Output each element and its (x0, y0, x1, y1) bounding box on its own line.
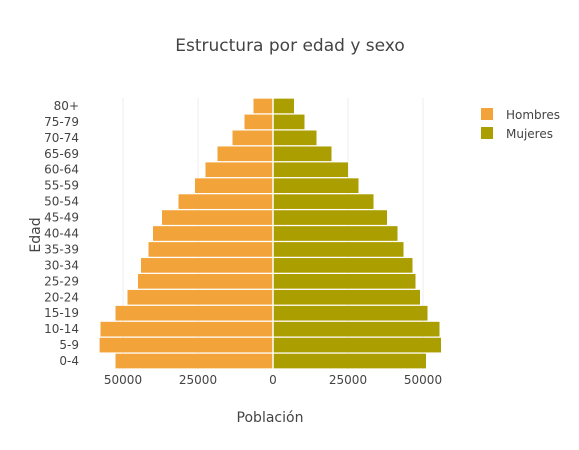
y-tick-label: 50-54 (44, 195, 79, 209)
y-tick-label: 55-59 (44, 179, 79, 193)
bar-mujeres-50-54 (273, 194, 374, 209)
bar-mujeres-75-79 (273, 114, 305, 130)
bar-hombres-60-64 (205, 162, 273, 178)
y-tick-label: 30-34 (44, 258, 79, 272)
y-tick-label: 15-19 (44, 306, 79, 320)
bar-hombres-70-74 (232, 130, 273, 146)
bar-mujeres-80+ (273, 98, 294, 114)
legend-label-mujeres[interactable]: Mujeres (506, 127, 553, 141)
bar-hombres-50-54 (178, 194, 273, 209)
bar-hombres-0-4 (115, 353, 273, 369)
bar-hombres-55-59 (195, 178, 273, 194)
bar-hombres-10-14 (100, 321, 273, 337)
legend-label-hombres[interactable]: Hombres (506, 108, 560, 122)
x-tick-label: 50000 (404, 373, 442, 387)
x-axis-title: Población (237, 410, 304, 426)
bar-mujeres-65-69 (273, 146, 332, 162)
y-tick-label: 75-79 (44, 115, 79, 129)
bar-hombres-80+ (253, 98, 273, 114)
bar-mujeres-20-24 (273, 289, 420, 305)
bar-hombres-5-9 (99, 337, 273, 353)
bar-mujeres-5-9 (273, 337, 441, 353)
legend: Hombres Mujeres (481, 108, 560, 141)
bar-mujeres-70-74 (273, 130, 317, 146)
bar-hombres-65-69 (217, 146, 273, 162)
bar-mujeres-15-19 (273, 305, 428, 321)
y-tick-label: 80+ (54, 99, 79, 113)
x-tick-label: 0 (269, 373, 277, 387)
bar-hombres-30-34 (141, 258, 273, 273)
x-tick-label: 25000 (179, 373, 217, 387)
y-axis-title: Edad (28, 217, 44, 252)
axes: 50000 25000 0 25000 50000 0-4 5-9 10-14 15-19 20-… (44, 98, 442, 387)
bars (99, 98, 441, 369)
y-tick-label: 45-49 (44, 211, 79, 225)
bar-mujeres-35-39 (273, 242, 404, 257)
legend-swatch-mujeres[interactable] (481, 127, 493, 139)
y-tick-label: 40-44 (44, 227, 79, 241)
bar-hombres-25-29 (138, 273, 273, 289)
bar-mujeres-55-59 (273, 178, 359, 194)
y-tick-label: 20-24 (44, 290, 79, 304)
bar-hombres-15-19 (115, 305, 273, 321)
bar-mujeres-10-14 (273, 321, 440, 337)
y-tick-label: 25-29 (44, 274, 79, 288)
bar-hombres-40-44 (153, 226, 273, 241)
y-tick-label: 35-39 (44, 242, 79, 256)
legend-swatch-hombres[interactable] (481, 108, 493, 120)
y-tick-label: 70-74 (44, 131, 79, 145)
bar-mujeres-30-34 (273, 258, 413, 273)
x-tick-label: 50000 (104, 373, 142, 387)
x-tick-label: 25000 (329, 373, 367, 387)
y-tick-label: 0-4 (59, 354, 79, 368)
bar-mujeres-60-64 (273, 162, 348, 178)
bar-mujeres-25-29 (273, 273, 416, 289)
bar-hombres-75-79 (244, 114, 273, 130)
y-tick-label: 65-69 (44, 147, 79, 161)
bar-hombres-35-39 (148, 242, 273, 257)
bar-hombres-45-49 (162, 210, 273, 225)
bar-mujeres-0-4 (273, 353, 426, 369)
y-tick-label: 60-64 (44, 163, 79, 177)
bar-mujeres-45-49 (273, 210, 387, 225)
bar-hombres-20-24 (127, 289, 273, 305)
y-tick-label: 5-9 (59, 338, 79, 352)
bar-mujeres-40-44 (273, 226, 398, 241)
y-tick-label: 10-14 (44, 322, 79, 336)
chart-title: Estructura por edad y sexo (175, 36, 405, 56)
